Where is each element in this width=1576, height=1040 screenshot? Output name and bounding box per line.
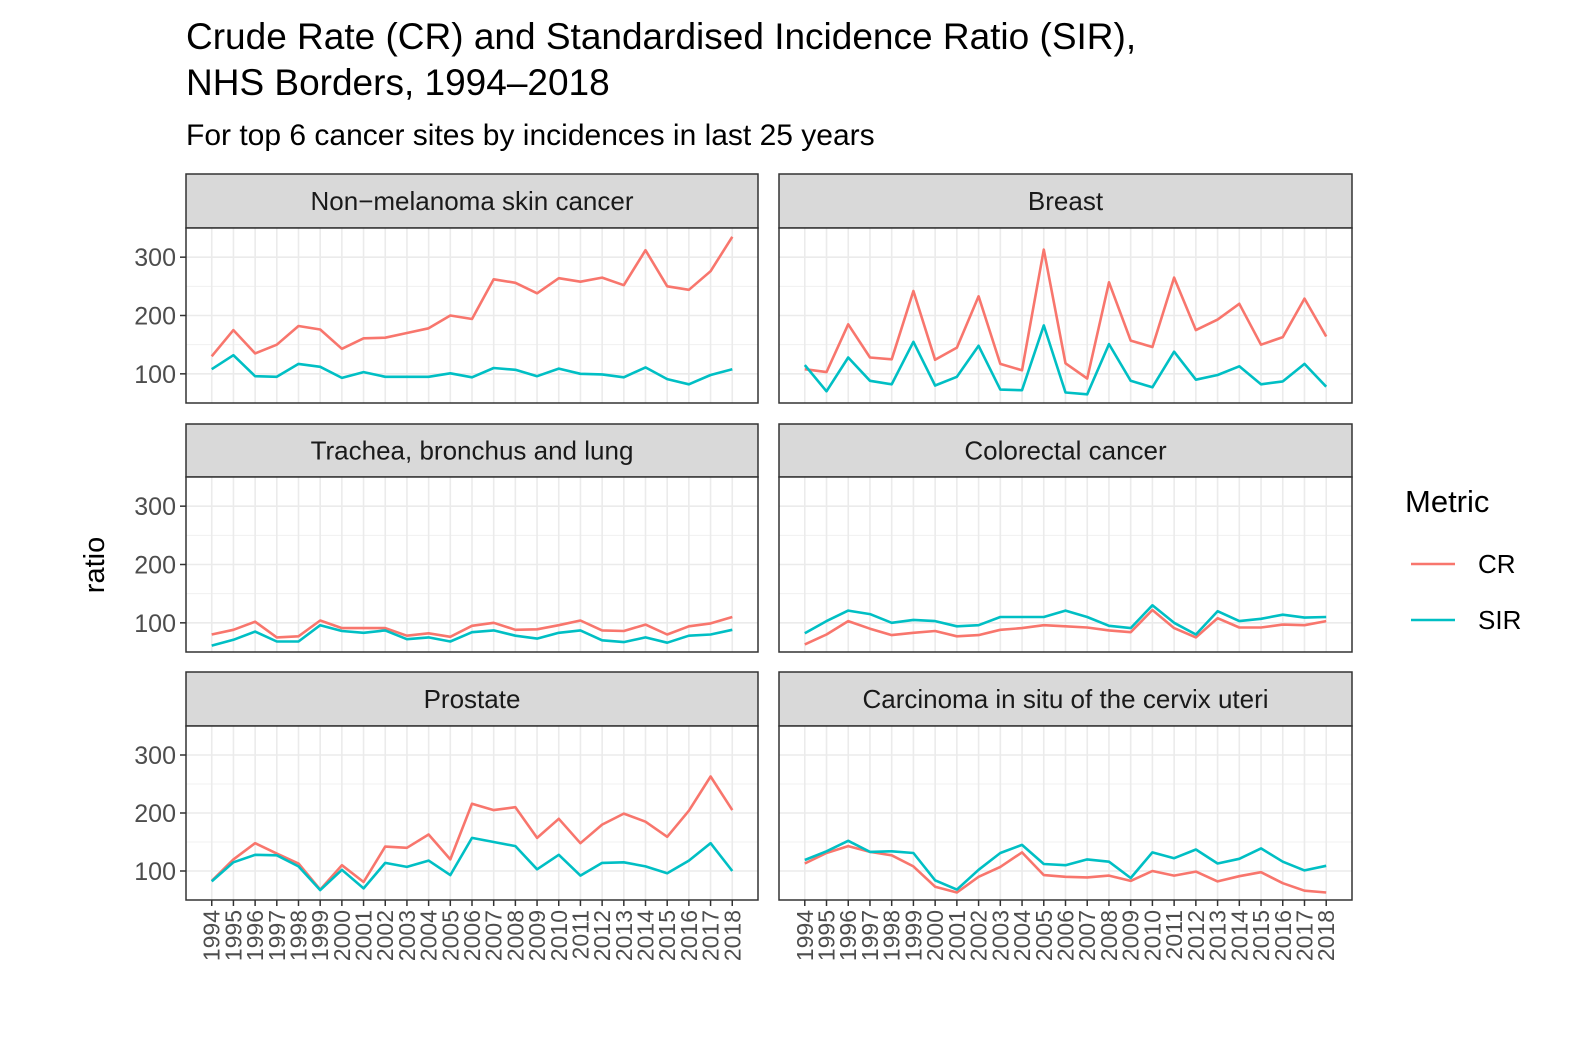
- panel-border: [778, 227, 1353, 404]
- x-tick-label: 2009: [1118, 910, 1144, 961]
- facet-strip-label: Trachea, bronchus and lung: [311, 436, 634, 466]
- series-line-cr: [210, 236, 734, 358]
- series-line-sir: [210, 836, 734, 892]
- x-tick-label: 2015: [1248, 910, 1274, 961]
- x-tick-label: 2007: [481, 910, 507, 961]
- facet-strip-label: Prostate: [424, 684, 521, 714]
- x-tick-label: 2016: [1270, 910, 1296, 961]
- x-tick-label: 1997: [857, 910, 883, 961]
- series-line-sir: [804, 839, 1327, 891]
- x-tick-label: 2012: [589, 910, 615, 961]
- x-tick-label: 2014: [1226, 910, 1252, 961]
- chart-title: Crude Rate (CR) and Standardised Inciden…: [186, 14, 1136, 106]
- chart-title-line-2: NHS Borders, 1994–2018: [186, 62, 610, 103]
- x-tick-label: 1996: [835, 910, 861, 961]
- y-tick-label: 300: [134, 742, 176, 770]
- x-tick-label: 2003: [987, 910, 1013, 961]
- y-tick-label: 100: [134, 858, 176, 886]
- x-tick-label: 2007: [1074, 910, 1100, 961]
- x-tick-label: 2008: [1096, 910, 1122, 961]
- y-tick-label: 300: [134, 244, 176, 272]
- y-axis-title: ratio: [79, 537, 111, 593]
- facet-strip-label: Non−melanoma skin cancer: [311, 186, 634, 216]
- x-tick-label: 2018: [719, 910, 745, 961]
- x-tick-label: 2002: [372, 910, 398, 961]
- series-line-cr: [211, 615, 733, 639]
- chart-title-line-1: Crude Rate (CR) and Standardised Inciden…: [186, 16, 1137, 57]
- facet-strip-label: Carcinoma in situ of the cervix uteri: [862, 684, 1268, 714]
- x-tick-label: 2010: [546, 910, 572, 961]
- series-line-sir: [804, 603, 1327, 636]
- x-tick-label: 2006: [1053, 910, 1079, 961]
- facet-strip: [778, 423, 1353, 478]
- facet-strip: [185, 173, 759, 229]
- x-tick-label: 2011: [1161, 910, 1187, 959]
- x-tick-label: 1999: [900, 910, 926, 961]
- x-tick-label: 2011: [567, 910, 593, 959]
- x-tick-label: 1994: [792, 910, 818, 961]
- x-tick-label: 1999: [307, 910, 333, 961]
- x-tick-label: 2005: [1031, 910, 1057, 961]
- x-tick-label: 2001: [351, 910, 377, 961]
- x-tick-label: 2002: [966, 910, 992, 961]
- x-tick-label: 1995: [220, 910, 246, 961]
- x-tick-label: 2009: [524, 910, 550, 961]
- series-line-sir: [211, 623, 733, 647]
- x-tick-label: 1997: [264, 910, 290, 961]
- facet-strip-label: Colorectal cancer: [964, 436, 1167, 466]
- y-tick-label: 200: [134, 552, 176, 580]
- x-tick-label: 2016: [676, 910, 702, 961]
- x-tick-label: 2001: [944, 910, 970, 961]
- legend-label-sir: SIR: [1478, 605, 1521, 635]
- series-line-sir: [803, 324, 1328, 396]
- panel-border: [778, 476, 1353, 653]
- series-line-cr: [210, 775, 734, 891]
- x-tick-label: 2000: [329, 910, 355, 961]
- x-tick-label: 2017: [1291, 910, 1317, 961]
- x-tick-label: 2004: [416, 910, 442, 961]
- x-tick-label: 1998: [285, 910, 311, 961]
- series-line-cr: [804, 844, 1327, 894]
- x-tick-label: 2012: [1183, 910, 1209, 961]
- series-line-sir: [210, 353, 733, 386]
- series-line-cr: [804, 248, 1328, 380]
- series-line-cr: [804, 608, 1327, 646]
- chart-subtitle: For top 6 cancer sites by incidences in …: [186, 119, 875, 152]
- x-tick-label: 2008: [502, 910, 528, 961]
- legend-title: Metric: [1405, 484, 1489, 519]
- x-tick-label: 2017: [698, 910, 724, 961]
- facet-strip: [185, 671, 759, 727]
- x-tick-label: 2003: [394, 910, 420, 961]
- x-tick-label: 2005: [437, 910, 463, 961]
- facet-strip: [185, 423, 759, 478]
- y-tick-label: 300: [134, 493, 176, 521]
- facet-strip: [778, 173, 1353, 229]
- x-tick-label: 1995: [814, 910, 840, 961]
- x-tick-label: 1998: [879, 910, 905, 961]
- x-tick-label: 1996: [242, 910, 268, 961]
- x-tick-label: 2006: [459, 910, 485, 961]
- facet-strip-label: Breast: [1028, 186, 1104, 216]
- x-tick-label: 2010: [1139, 910, 1165, 961]
- x-tick-label: 2013: [1205, 910, 1231, 961]
- x-tick-label: 2004: [1009, 910, 1035, 961]
- legend-label-cr: CR: [1478, 549, 1516, 579]
- y-tick-label: 100: [134, 610, 176, 638]
- y-tick-label: 200: [134, 800, 176, 828]
- x-tick-label: 2014: [633, 910, 659, 961]
- x-tick-label: 2018: [1313, 910, 1339, 961]
- x-tick-label: 1994: [199, 910, 225, 961]
- y-tick-label: 200: [134, 303, 176, 331]
- x-tick-label: 2000: [922, 910, 948, 961]
- x-tick-label: 2015: [654, 910, 680, 961]
- x-tick-label: 2013: [611, 910, 637, 961]
- y-tick-label: 100: [134, 361, 176, 389]
